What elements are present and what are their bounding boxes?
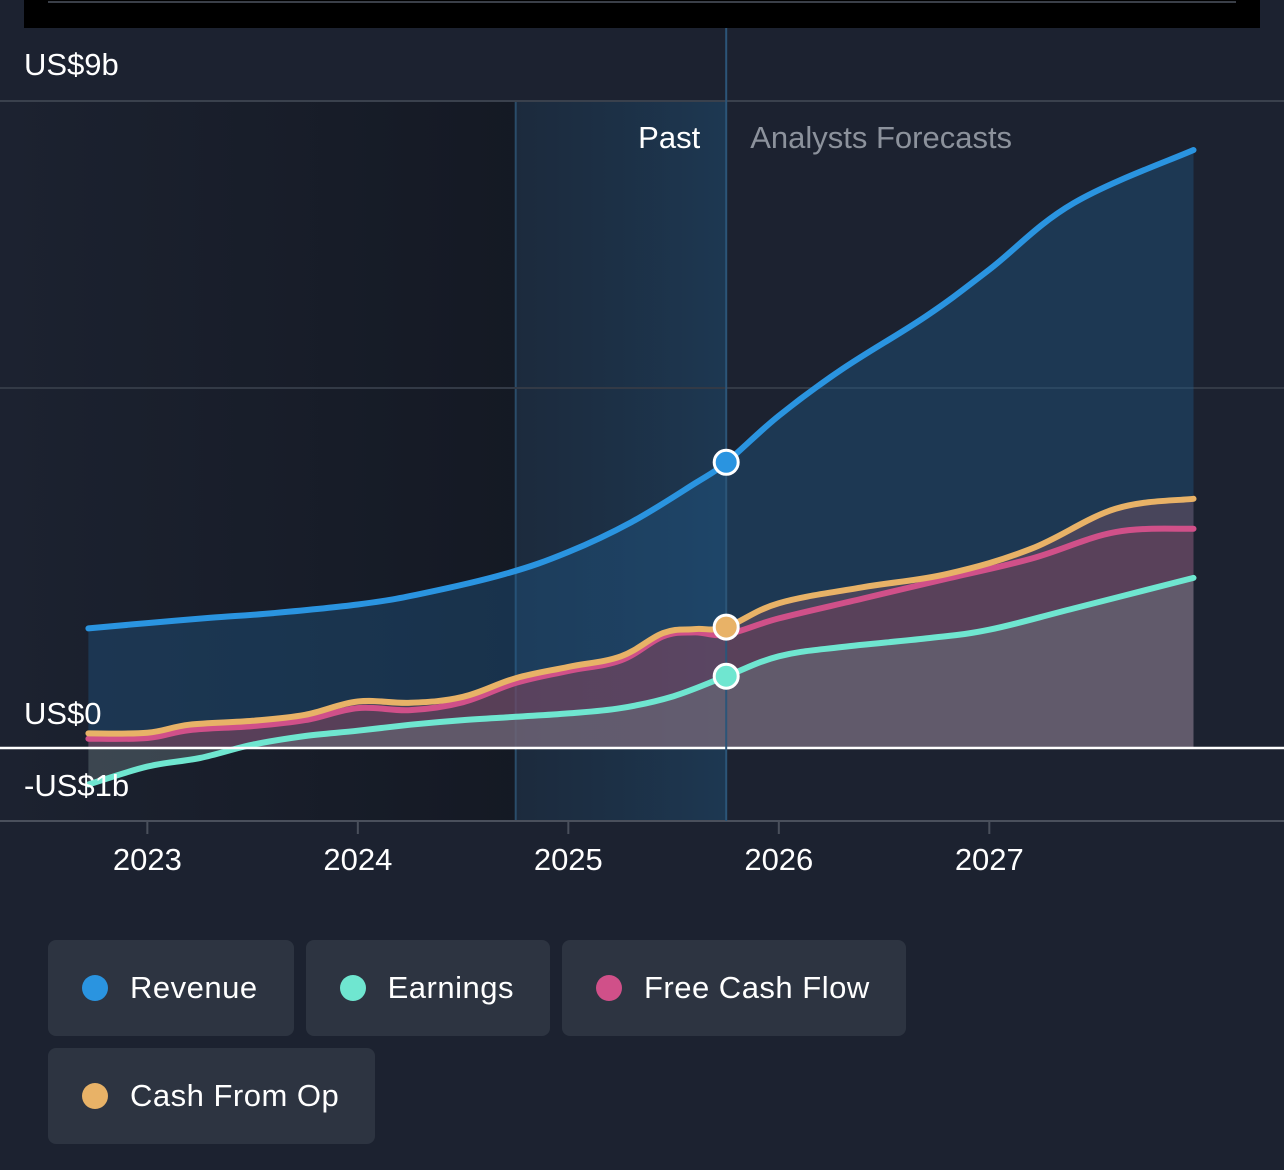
- legend-label-earnings: Earnings: [387, 970, 514, 1005]
- marker-revenue: [712, 448, 740, 476]
- cash-from-op-dot-icon: [82, 1083, 108, 1109]
- top-strip: [24, 0, 1260, 28]
- legend-chip-cash-from-op[interactable]: Cash From Op: [48, 1048, 376, 1144]
- x-axis-ticks: 2023 2024 2025 2026 2027: [113, 821, 1024, 877]
- area-free-cash-flow: [88, 528, 1194, 748]
- line-revenue: [85, 147, 1197, 632]
- legend-chip-free-cash-flow[interactable]: Free Cash Flow: [561, 940, 906, 1036]
- legend-chip-earnings[interactable]: Earnings: [305, 940, 550, 1036]
- present-markers: [712, 448, 740, 690]
- x-tick-label: 2023: [113, 842, 182, 877]
- past-label: Past: [638, 120, 700, 155]
- legend-label-free-cash-flow: Free Cash Flow: [643, 970, 870, 1005]
- legend: Revenue Earnings Free Cash Flow Cash Fro…: [48, 940, 928, 1144]
- series-lines: [85, 147, 1197, 788]
- x-tick-label: 2024: [323, 842, 392, 877]
- x-tick-label: 2027: [955, 842, 1024, 877]
- area-cash-from-op: [88, 498, 1194, 748]
- y-label-zero: US$0: [24, 696, 102, 731]
- area-revenue: [88, 150, 1194, 748]
- line-cash-from-op: [85, 495, 1197, 737]
- legend-chip-revenue[interactable]: Revenue: [48, 940, 294, 1036]
- line-free-cash-flow: [85, 525, 1197, 742]
- earnings-dot-icon: [339, 975, 366, 1001]
- marker-cash-from-op: [712, 613, 740, 641]
- line-earnings: [85, 574, 1197, 788]
- legend-label-cash-from-op: Cash From Op: [130, 1078, 340, 1113]
- revenue-dot-icon: [82, 975, 108, 1001]
- free-cash-flow-dot-icon: [595, 975, 622, 1001]
- x-tick-label: 2026: [744, 842, 813, 877]
- x-tick-label: 2025: [534, 842, 603, 877]
- marker-earnings: [712, 662, 740, 690]
- y-label-negative: -US$1b: [24, 768, 129, 803]
- chart-area: 2023 2024 2025 2026 2027 US$9b US$0 -US$1b P…: [0, 0, 1284, 877]
- legend-label-revenue: Revenue: [130, 970, 258, 1005]
- forecast-label: Analysts Forecasts: [750, 120, 1012, 155]
- chart-svg: 2023 2024 2025 2026 2027 US$9b US$0 -US$1b P…: [0, 0, 1284, 877]
- past-year-window: [515, 101, 727, 821]
- y-label-top: US$9b: [24, 47, 119, 82]
